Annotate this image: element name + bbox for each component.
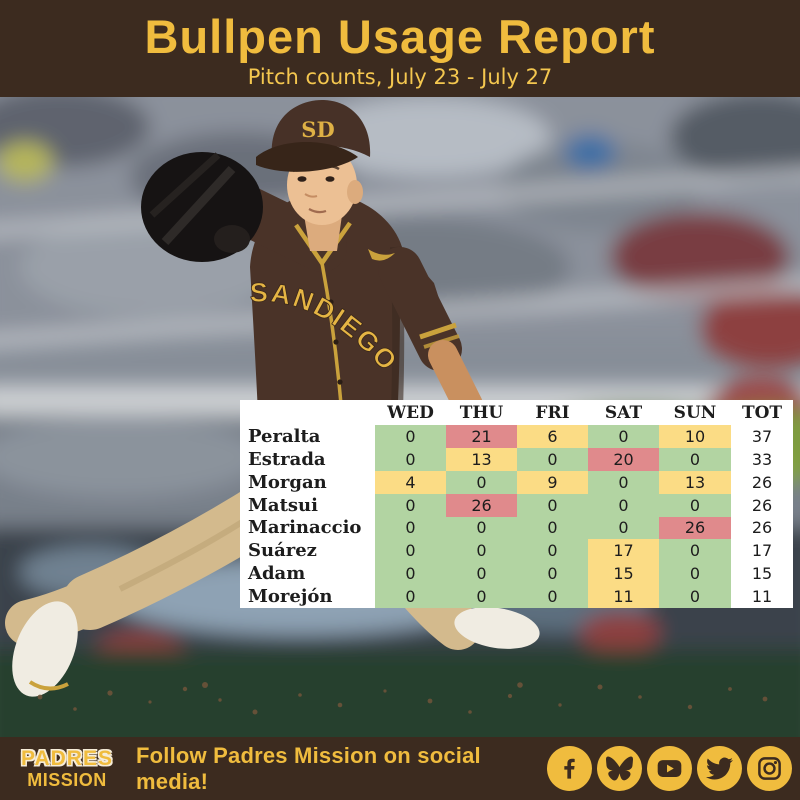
pitch-count-cell: 26 xyxy=(446,493,517,517)
pitch-count-cell: 26 xyxy=(659,516,731,540)
pitch-count-cell: 0 xyxy=(375,562,446,586)
pitch-count-cell: 9 xyxy=(517,470,588,494)
pitch-count-cell: 11 xyxy=(588,585,659,608)
pitch-count-cell: 0 xyxy=(659,447,731,471)
column-header-tot: TOT xyxy=(731,400,793,425)
player-name: Matsui xyxy=(240,493,375,517)
pitch-count-cell: 13 xyxy=(446,447,517,471)
swoosh-logo xyxy=(368,249,395,261)
facebook-button[interactable] xyxy=(547,746,592,791)
player-name: Peralta xyxy=(240,425,375,448)
table-row: Adam 0 0 0 15 0 15 xyxy=(240,562,793,586)
total-cell: 15 xyxy=(731,562,793,586)
twitter-button[interactable] xyxy=(697,746,742,791)
total-cell: 17 xyxy=(731,539,793,563)
pitch-count-cell: 0 xyxy=(375,585,446,608)
padres-mission-logo: PADRES MISSION xyxy=(10,748,124,789)
pitch-count-cell: 0 xyxy=(659,493,731,517)
pitch-count-cell: 0 xyxy=(375,493,446,517)
pitch-count-cell: 0 xyxy=(375,516,446,540)
table-row: Suárez 0 0 0 17 0 17 xyxy=(240,539,793,563)
table-row: Matsui 0 26 0 0 0 26 xyxy=(240,493,793,517)
column-header-wed: WED xyxy=(375,400,446,425)
table-row: Peralta 0 21 6 0 10 37 xyxy=(240,425,793,448)
pitch-count-cell: 0 xyxy=(659,562,731,586)
pitch-count-cell: 0 xyxy=(446,516,517,540)
trailing-shoe xyxy=(454,607,540,649)
table-row: Morgan 4 0 9 0 13 26 xyxy=(240,470,793,494)
pitch-count-cell: 0 xyxy=(517,585,588,608)
pitch-count-cell: 0 xyxy=(446,470,517,494)
logo-line-padres: PADRES xyxy=(21,747,113,770)
pitch-count-cell: 0 xyxy=(375,539,446,563)
player-name: Morejón xyxy=(240,585,375,608)
column-header-fri: FRI xyxy=(517,400,588,425)
youtube-icon xyxy=(657,760,682,777)
player-name: Marinaccio xyxy=(240,516,375,540)
table-row: Estrada 0 13 0 20 0 33 xyxy=(240,447,793,471)
table-row: Marinaccio 0 0 0 0 26 26 xyxy=(240,516,793,540)
pitch-count-cell: 0 xyxy=(446,562,517,586)
instagram-button[interactable] xyxy=(747,746,792,791)
mound-dirt-speckles xyxy=(37,682,768,715)
pitch-count-cell: 0 xyxy=(659,585,731,608)
player-name: Suárez xyxy=(240,539,375,563)
pitch-count-cell: 20 xyxy=(588,447,659,471)
pitch-count-cell: 0 xyxy=(375,447,446,471)
cap-sd-logo: SD xyxy=(301,117,334,142)
footer-bar: PADRES MISSION Follow Padres Mission on … xyxy=(0,737,800,800)
player-column-header xyxy=(240,400,375,425)
youtube-button[interactable] xyxy=(647,746,692,791)
player-name: Adam xyxy=(240,562,375,586)
pitch-count-cell: 0 xyxy=(588,516,659,540)
total-cell: 11 xyxy=(731,585,793,608)
pitch-count-cell: 0 xyxy=(517,562,588,586)
pitch-count-cell: 0 xyxy=(517,493,588,517)
report-subtitle: Pitch counts, July 23 - July 27 xyxy=(247,64,553,89)
lead-shoe xyxy=(12,601,78,697)
pitch-count-cell: 0 xyxy=(588,493,659,517)
pitch-count-cell: 0 xyxy=(588,425,659,448)
logo-line-mission: MISSION xyxy=(27,770,107,790)
facebook-icon xyxy=(564,758,575,779)
bluesky-butterfly-icon xyxy=(606,756,633,781)
pitch-count-cell: 0 xyxy=(659,539,731,563)
follow-message: Follow Padres Mission on social media! xyxy=(136,742,481,794)
pitch-count-cell: 0 xyxy=(446,539,517,563)
throwing-arm xyxy=(378,247,462,371)
pitch-count-cell: 17 xyxy=(588,539,659,563)
header-banner: Bullpen Usage Report Pitch counts, July … xyxy=(0,0,800,97)
pitch-count-cell: 0 xyxy=(517,516,588,540)
bluesky-button[interactable] xyxy=(597,746,642,791)
total-cell: 26 xyxy=(731,493,793,517)
total-cell: 26 xyxy=(731,470,793,494)
pitch-count-cell: 0 xyxy=(517,539,588,563)
pitch-count-cell: 15 xyxy=(588,562,659,586)
social-icons xyxy=(547,746,792,791)
column-header-sat: SAT xyxy=(588,400,659,425)
column-header-sun: SUN xyxy=(659,400,731,425)
usage-table: WED THU FRI SAT SUN TOT Peralta 0 21 6 0 10 37 Estrad… xyxy=(240,400,793,608)
pitch-count-cell: 6 xyxy=(517,425,588,448)
pitch-count-cell: 0 xyxy=(446,585,517,608)
pitch-count-cell: 0 xyxy=(517,447,588,471)
twitter-bird-icon xyxy=(706,757,733,780)
pitch-count-cell: 0 xyxy=(588,470,659,494)
total-cell: 33 xyxy=(731,447,793,471)
report-title: Bullpen Usage Report xyxy=(144,9,656,63)
pitch-count-cell: 13 xyxy=(659,470,731,494)
total-cell: 37 xyxy=(731,425,793,448)
table-row: Morejón 0 0 0 11 0 11 xyxy=(240,585,793,608)
pitch-count-cell: 10 xyxy=(659,425,731,448)
pitch-count-cell: 21 xyxy=(446,425,517,448)
pitch-count-cell: 4 xyxy=(375,470,446,494)
pitch-count-cell: 0 xyxy=(375,425,446,448)
column-header-thu: THU xyxy=(446,400,517,425)
player-name: Estrada xyxy=(240,447,375,471)
total-cell: 26 xyxy=(731,516,793,540)
instagram-icon xyxy=(758,757,781,780)
player-name: Morgan xyxy=(240,470,375,494)
usage-table-overlay: WED THU FRI SAT SUN TOT Peralta 0 21 6 0 10 37 Estrad… xyxy=(240,400,793,608)
